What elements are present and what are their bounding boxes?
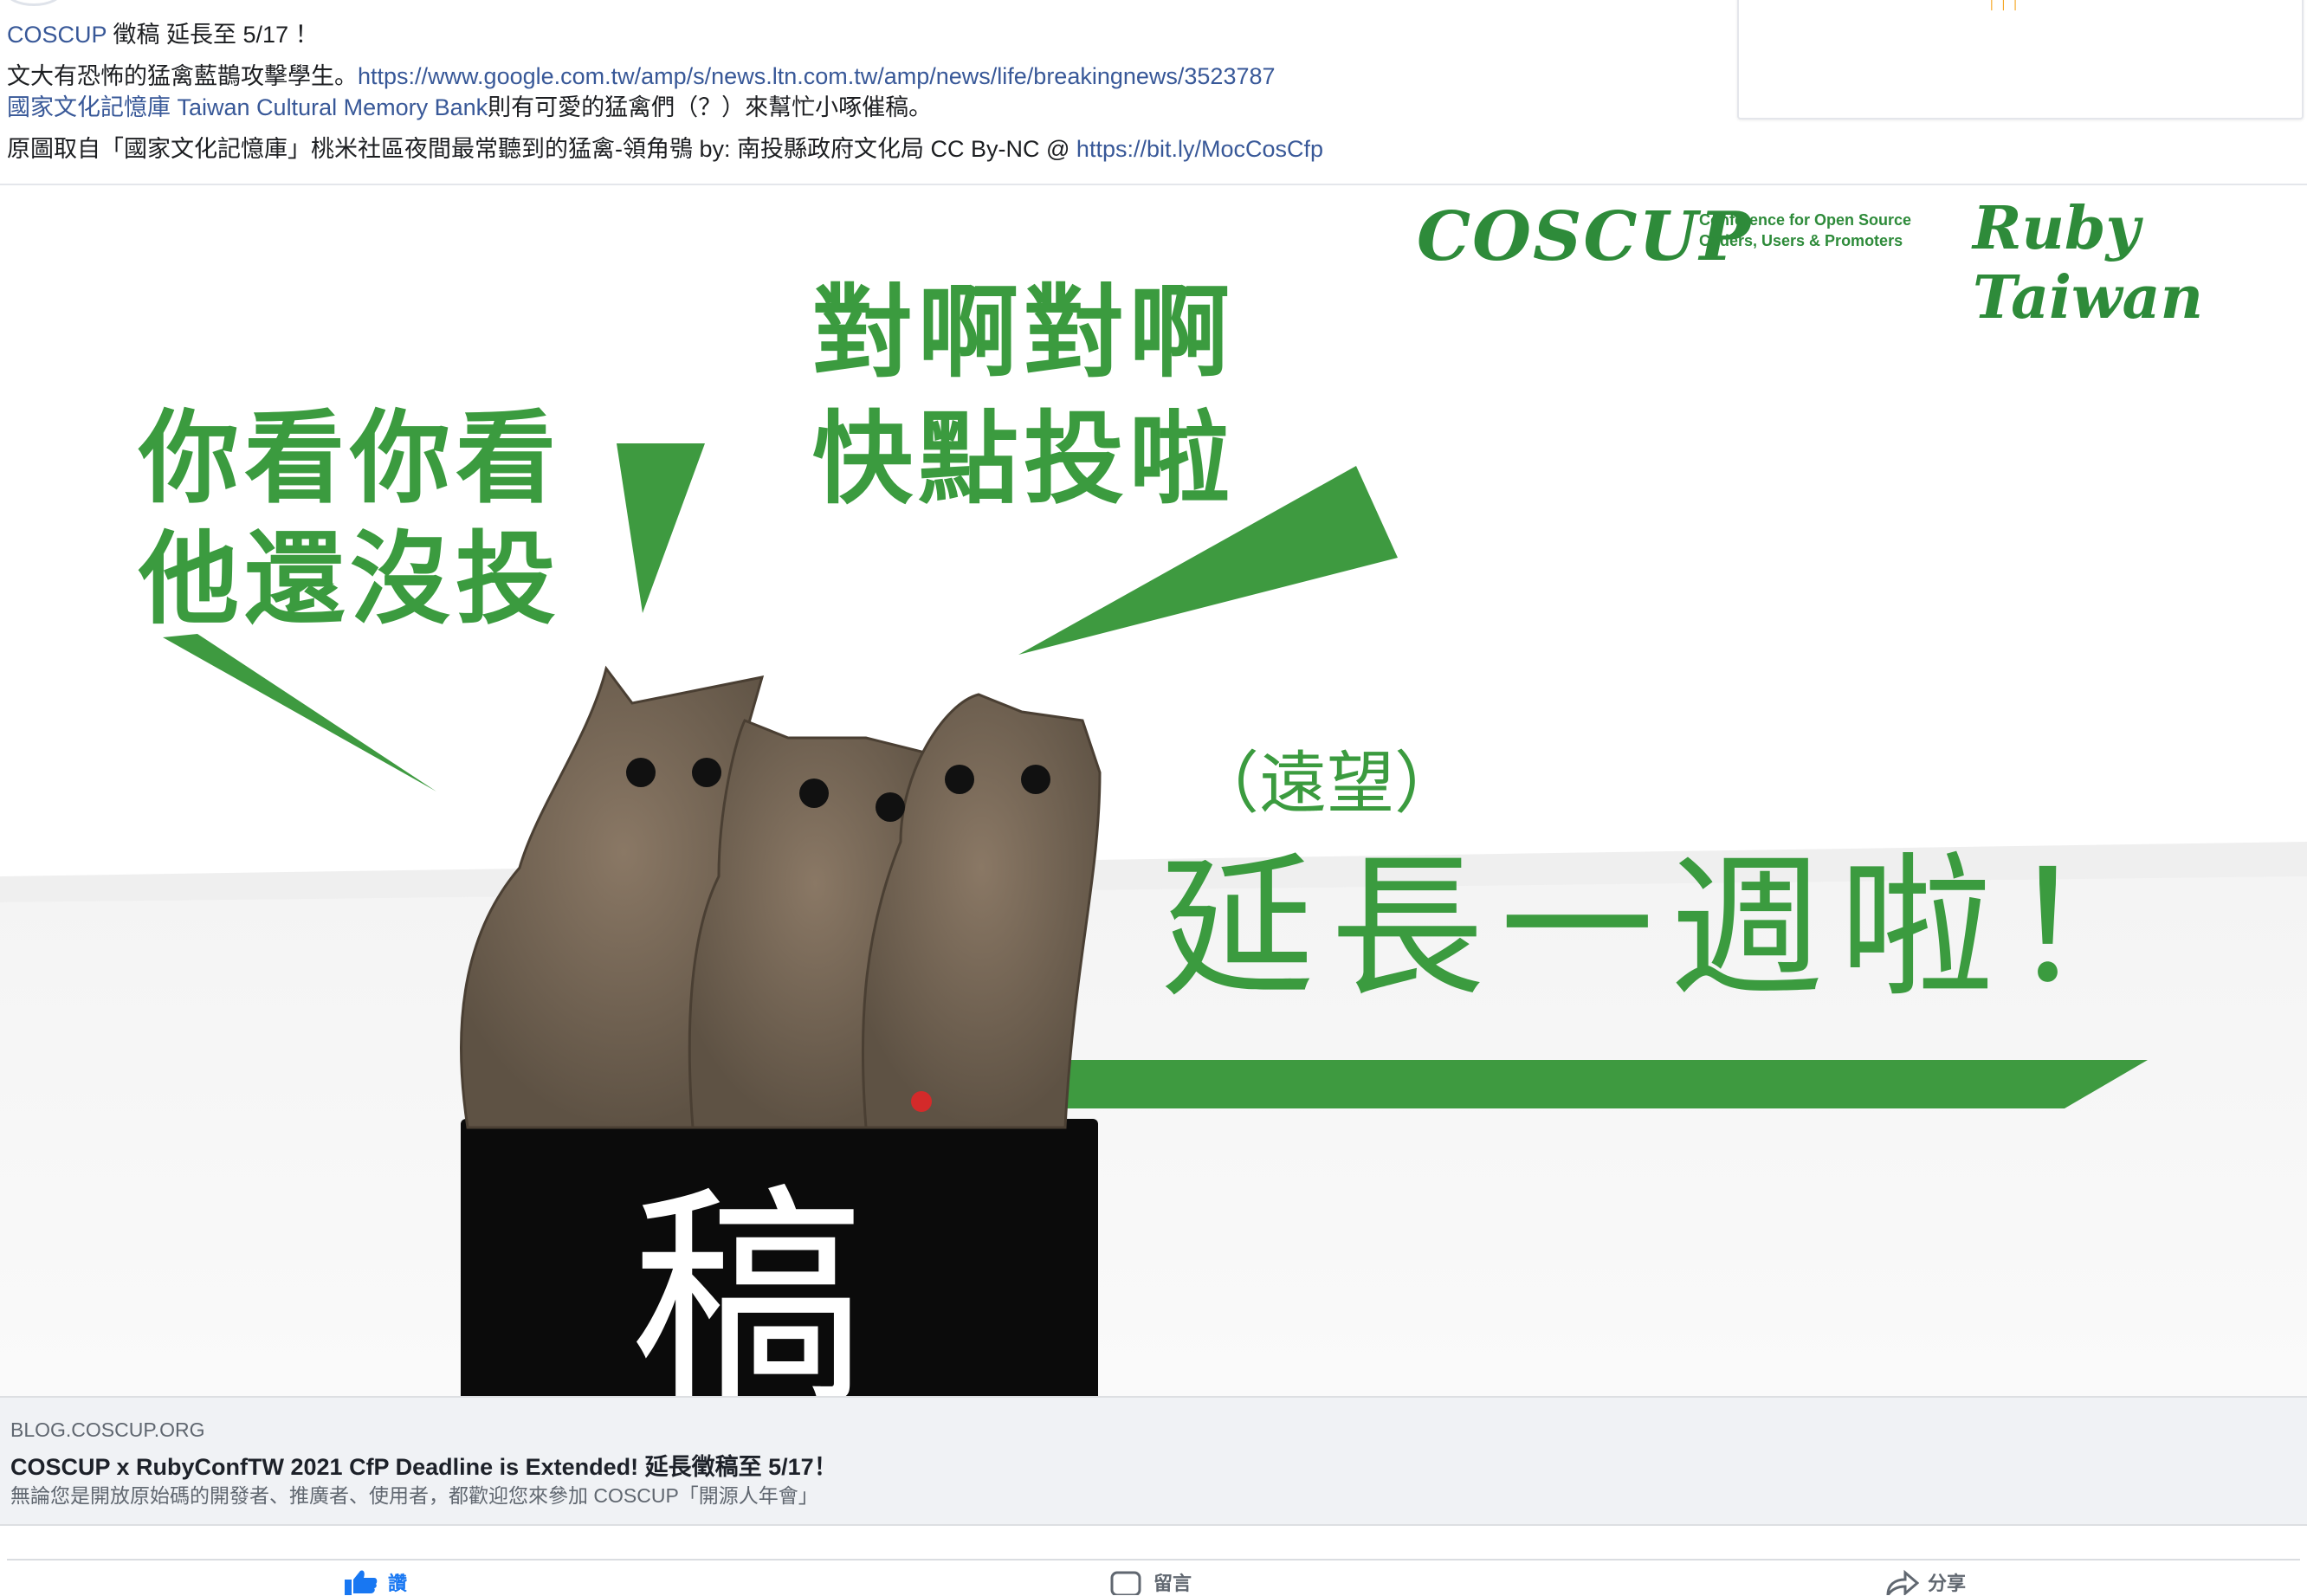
- headline-text: 延長一週啦！: [1160, 838, 2179, 1018]
- post-line-1: COSCUP 徵稿 延長至 5/17 ！: [7, 19, 1323, 50]
- comment-icon: [1110, 1571, 1141, 1595]
- tagline-line: Coders, Users & Promoters: [1699, 232, 1903, 249]
- post-line-2: 文大有恐怖的猛禽藍鵲攻擊學生。https://www.google.com.tw…: [7, 61, 1323, 92]
- ruby-taiwan-logo: Ruby Taiwan: [1973, 194, 2204, 333]
- divider: [7, 1559, 2300, 1560]
- like-button[interactable]: 讚: [345, 1569, 407, 1595]
- widget-decor: |||: [1990, 0, 2026, 10]
- green-banner: [1036, 1060, 2148, 1108]
- page-link-memory-bank[interactable]: 國家文化記憶庫 Taiwan Cultural Memory Bank: [7, 94, 488, 120]
- speech-tail: [1018, 466, 1398, 655]
- link-title[interactable]: COSCUP x RubyConfTW 2021 CfP Deadline is…: [10, 1454, 837, 1480]
- link-description: 無論您是開放原始碼的開發者、推廣者、使用者，都歡迎您來參加 COSCUP「開源人…: [10, 1484, 818, 1507]
- comment-button[interactable]: 留言: [1110, 1569, 1192, 1595]
- source-link[interactable]: https://bit.ly/MocCosCfp: [1076, 136, 1324, 162]
- speech-tail: [163, 634, 436, 792]
- page-link-coscup[interactable]: COSCUP: [7, 22, 107, 48]
- sidebar-widget: |||: [1737, 0, 2304, 120]
- post-text-fragment: 原圖取自「國家文化記憶庫」桃米社區夜間最常聽到的猛禽-領角鴞 by: 南投縣政府…: [7, 136, 1076, 162]
- share-icon: [1886, 1569, 1919, 1595]
- coscup-logo: COSCUP: [1417, 197, 1753, 276]
- share-label: 分享: [1928, 1573, 1967, 1594]
- like-label: 讚: [388, 1573, 408, 1594]
- speech-line: 他還沒投: [139, 521, 561, 638]
- speech-line: 你看你看: [139, 400, 561, 517]
- news-link[interactable]: https://www.google.com.tw/amp/s/news.ltn…: [358, 63, 1276, 89]
- post-line-3: 國家文化記憶庫 Taiwan Cultural Memory Bank則有可愛的…: [7, 92, 1323, 123]
- coscup-tagline: Conference for Open Source Coders, Users…: [1699, 210, 1911, 251]
- box-character: 稿: [630, 1164, 864, 1397]
- owls: [460, 665, 1102, 1129]
- box: [461, 1119, 1098, 1396]
- post-image[interactable]: COSCUP Conference for Open Source Coders…: [0, 184, 2307, 1396]
- comment-label: 留言: [1154, 1573, 1192, 1594]
- thumbs-up-icon: [345, 1570, 378, 1595]
- tagline-line: Conference for Open Source: [1699, 211, 1912, 229]
- link-domain: BLOG.COSCUP.ORG: [10, 1418, 205, 1441]
- share-button[interactable]: 分享: [1884, 1569, 1966, 1595]
- speech-tail: [617, 443, 705, 613]
- background-wall: [0, 876, 2307, 1396]
- speech-text-left: 你看你看 他還沒投: [139, 398, 561, 641]
- post-text-fragment: 則有可愛的猛禽們（？）來幫忙小啄催稿。: [488, 94, 933, 120]
- speech-line: 快點投啦: [812, 401, 1235, 518]
- avatar[interactable]: [5, 0, 62, 6]
- owl-eyes: [626, 758, 1050, 822]
- post-line-4: 原圖取自「國家文化記憶庫」桃米社區夜間最常聽到的猛禽-領角鴞 by: 南投縣政府…: [7, 133, 1323, 165]
- red-dot: [911, 1091, 932, 1112]
- speech-text-right: 對啊對啊 快點投啦: [812, 270, 1235, 523]
- post-text: COSCUP 徵稿 延長至 5/17 ！ 文大有恐怖的猛禽藍鵲攻擊學生。http…: [7, 19, 1323, 165]
- speech-line: 對啊對啊: [812, 275, 1235, 391]
- post-image-graphic: [0, 443, 2307, 1396]
- post-text-fragment: 徵稿 延長至 5/17 ！: [107, 22, 319, 48]
- divider: [0, 184, 2307, 185]
- post-text-fragment: 文大有恐怖的猛禽藍鵲攻擊學生。: [7, 63, 358, 89]
- aside-text: （遠望）: [1192, 745, 1463, 823]
- link-preview[interactable]: BLOG.COSCUP.ORG COSCUP x RubyConfTW 2021…: [0, 1396, 2307, 1526]
